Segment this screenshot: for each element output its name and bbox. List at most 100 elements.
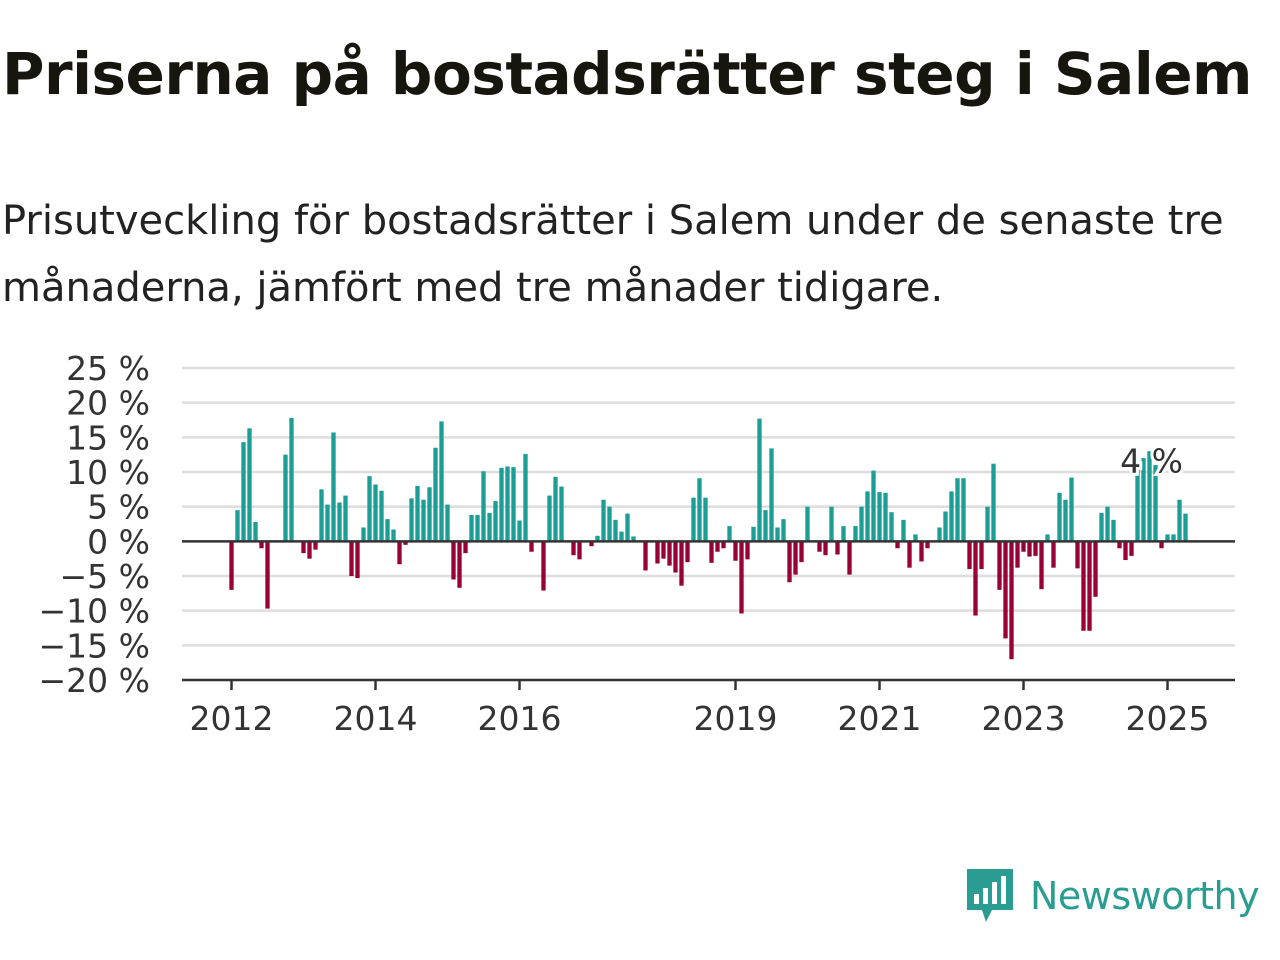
bar (553, 476, 558, 542)
bar (1111, 519, 1116, 542)
bar (1129, 541, 1134, 556)
bar (799, 541, 804, 563)
bar (1057, 492, 1062, 542)
bar (493, 501, 498, 542)
bar (625, 513, 630, 542)
bar (997, 541, 1002, 590)
x-tick-label: 2023 (982, 699, 1066, 738)
bar (721, 541, 726, 549)
x-tick-label: 2025 (1126, 699, 1210, 738)
bar (1123, 541, 1128, 561)
bar (1135, 463, 1140, 542)
x-tick-label: 2012 (190, 699, 274, 738)
bar (511, 467, 516, 542)
bar (481, 471, 486, 542)
bar (307, 541, 312, 559)
bar (1063, 499, 1068, 542)
bar (937, 527, 942, 542)
bar (847, 541, 852, 575)
y-tick-label: 15 % (66, 418, 150, 457)
bar (1003, 541, 1008, 639)
bar (499, 467, 504, 542)
y-tick-label: −5 % (60, 557, 151, 596)
bar (451, 541, 456, 580)
bar (763, 510, 768, 542)
x-tick-label: 2014 (334, 699, 418, 738)
bar (973, 541, 978, 616)
newsworthy-logo-icon (967, 869, 1013, 922)
bar (415, 485, 420, 542)
bar (241, 442, 246, 542)
bar (1183, 513, 1188, 542)
bar (1177, 499, 1182, 542)
bar (817, 541, 822, 552)
bar (367, 476, 372, 542)
bar (901, 519, 906, 542)
bar (613, 519, 618, 542)
bar (403, 541, 408, 545)
bar (433, 447, 438, 542)
bar (715, 541, 720, 552)
bar (235, 510, 240, 542)
bar (427, 487, 432, 542)
bar (229, 541, 234, 590)
bar (559, 486, 564, 542)
bar (289, 417, 294, 542)
bar (601, 499, 606, 542)
bar (571, 541, 576, 556)
bar (1069, 477, 1074, 542)
bar (697, 478, 702, 542)
bar (337, 502, 342, 542)
bar (967, 541, 972, 570)
bar (877, 492, 882, 542)
bar (1147, 451, 1152, 542)
bar (961, 478, 966, 542)
bar (469, 514, 474, 542)
bar (739, 541, 744, 614)
bar (943, 511, 948, 542)
bar (949, 491, 954, 542)
bar (883, 492, 888, 542)
bar (787, 541, 792, 583)
bar (439, 421, 444, 542)
bar (1165, 534, 1170, 542)
bar (343, 495, 348, 542)
bar (1153, 465, 1158, 542)
bar (655, 541, 660, 564)
bar (529, 541, 534, 552)
bar (397, 541, 402, 565)
bar (775, 527, 780, 542)
bar (253, 521, 258, 542)
bar (823, 541, 828, 556)
bar (703, 497, 708, 542)
bar (835, 541, 840, 555)
bar (379, 490, 384, 542)
bar (1075, 541, 1080, 569)
bar (661, 541, 666, 559)
bar (541, 541, 546, 591)
bar (1087, 541, 1092, 631)
bar (313, 541, 318, 550)
y-tick-label: 10 % (66, 453, 150, 492)
bar (523, 453, 528, 542)
bar (259, 541, 264, 549)
bar (361, 527, 366, 542)
bar (487, 512, 492, 542)
bar (319, 489, 324, 542)
bar (373, 484, 378, 542)
y-tick-label: 20 % (66, 384, 150, 423)
bar (475, 514, 480, 542)
bar (889, 512, 894, 542)
page-subtitle: Prisutveckling för bostadsrätter i Salem… (2, 198, 1224, 311)
bar (1171, 534, 1176, 542)
bar (913, 534, 918, 542)
bar (895, 541, 900, 549)
bar (1117, 541, 1122, 549)
x-tick-label: 2016 (478, 699, 562, 738)
bar (643, 541, 648, 571)
y-tick-label: −15 % (39, 626, 151, 665)
bar (505, 466, 510, 542)
bar (1015, 541, 1020, 568)
bar (421, 499, 426, 542)
bar (871, 470, 876, 542)
